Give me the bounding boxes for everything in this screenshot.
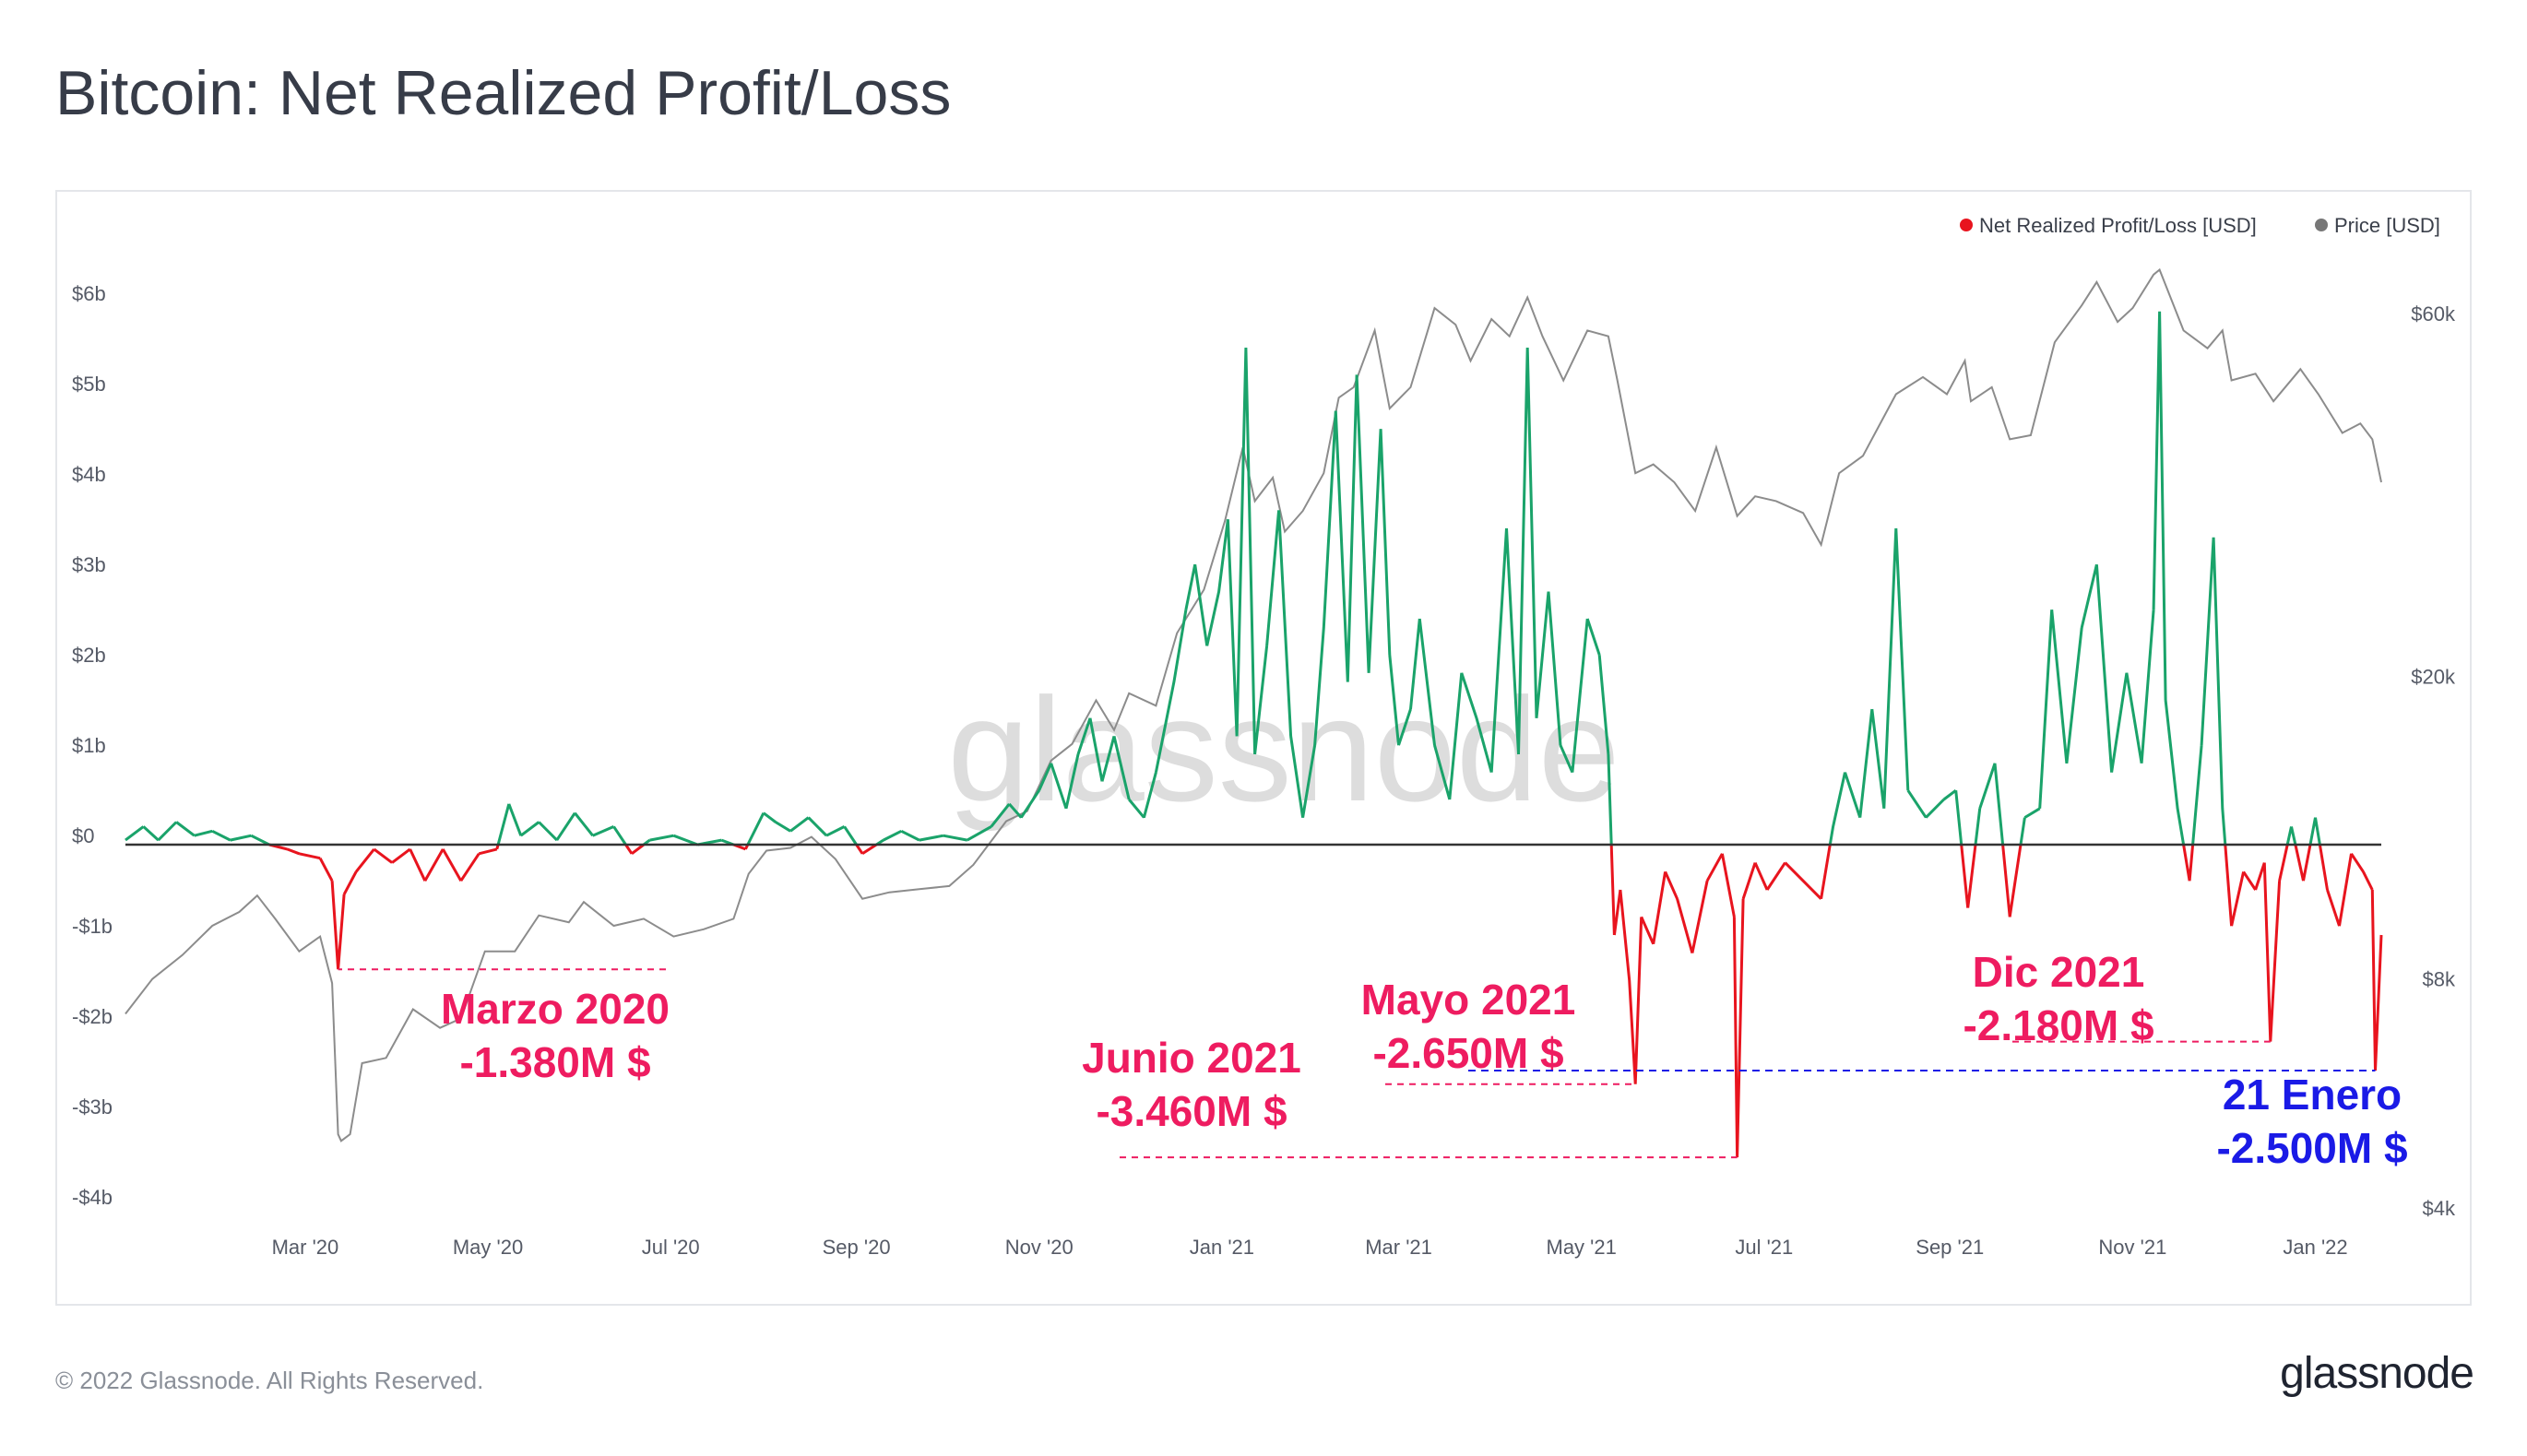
y-left-tick-label: -$3b bbox=[72, 1095, 113, 1119]
x-tick-label: Jan '21 bbox=[1190, 1236, 1254, 1259]
annotation-label-0: -1.380M $ bbox=[459, 1038, 650, 1086]
y-left-tick-label: $3b bbox=[72, 553, 106, 576]
legend: Net Realized Profit/Loss [USD] Price [USD… bbox=[1960, 214, 2440, 237]
y-left-tick-label: $2b bbox=[72, 644, 106, 667]
annotation-label-3: -2.180M $ bbox=[1963, 1001, 2153, 1049]
glassnode-logo[interactable]: glassnode bbox=[2280, 1349, 2474, 1398]
loss-line bbox=[268, 843, 2383, 1158]
x-tick-label: May '21 bbox=[1547, 1236, 1617, 1259]
annotation-label-1: Mayo 2021 bbox=[1361, 976, 1576, 1024]
x-tick-label: Jul '20 bbox=[642, 1236, 700, 1259]
y-left-tick-label: $1b bbox=[72, 734, 106, 757]
y-right-tick-label: $60k bbox=[2411, 302, 2456, 326]
x-tick-label: Mar '21 bbox=[1365, 1236, 1432, 1259]
annotation-label-3: Dic 2021 bbox=[1973, 948, 2145, 996]
y-left-tick-label: $0 bbox=[72, 824, 94, 847]
x-tick-label: Sep '21 bbox=[1916, 1236, 1984, 1259]
x-tick-label: Nov '21 bbox=[2098, 1236, 2166, 1259]
y-right-tick-label: $8k bbox=[2423, 968, 2456, 991]
y-left-tick-label: -$1b bbox=[72, 915, 113, 938]
chart-card: glassnode Net Realized Profit/Loss [USD] P… bbox=[55, 190, 2472, 1306]
x-tick-label: Jan '22 bbox=[2283, 1236, 2347, 1259]
legend-dot-1 bbox=[2315, 219, 2328, 231]
y-right-tick-label: $20k bbox=[2411, 666, 2456, 689]
y-left-tick-label: $5b bbox=[72, 373, 106, 396]
x-tick-label: Mar '20 bbox=[272, 1236, 339, 1259]
y-left-tick-label: -$4b bbox=[72, 1186, 113, 1209]
y-left-tick-label: $4b bbox=[72, 463, 106, 486]
copyright-text: © 2022 Glassnode. All Rights Reserved. bbox=[55, 1367, 484, 1394]
y-right-tick-label: $4k bbox=[2423, 1197, 2456, 1220]
annotation-label-2: Junio 2021 bbox=[1082, 1034, 1301, 1082]
y-left-tick-label: $6b bbox=[72, 282, 106, 305]
x-tick-label: May '20 bbox=[453, 1236, 523, 1259]
annotation-label-1: -2.650M $ bbox=[1372, 1029, 1563, 1077]
annotation-label-4: 21 Enero bbox=[2223, 1071, 2402, 1119]
profit-line bbox=[125, 311, 2321, 846]
watermark: glassnode bbox=[947, 667, 1619, 832]
x-tick-label: Nov '20 bbox=[1005, 1236, 1074, 1259]
legend-label-1: Price [USD] bbox=[2334, 214, 2440, 237]
price-line bbox=[125, 267, 2382, 1142]
annotation-label-4: -2.500M $ bbox=[2216, 1124, 2407, 1172]
annotation-label-2: -3.460M $ bbox=[1096, 1087, 1287, 1135]
legend-label-0: Net Realized Profit/Loss [USD] bbox=[1979, 214, 2257, 237]
legend-dot-0 bbox=[1960, 219, 1973, 231]
chart: glassnode Net Realized Profit/Loss [USD] P… bbox=[72, 214, 2456, 1259]
y-left-tick-label: -$2b bbox=[72, 1005, 113, 1028]
x-tick-label: Jul '21 bbox=[1735, 1236, 1793, 1259]
annotation-label-0: Marzo 2020 bbox=[441, 985, 670, 1033]
page-title: Bitcoin: Net Realized Profit/Loss bbox=[55, 58, 952, 128]
x-tick-label: Sep '20 bbox=[823, 1236, 891, 1259]
